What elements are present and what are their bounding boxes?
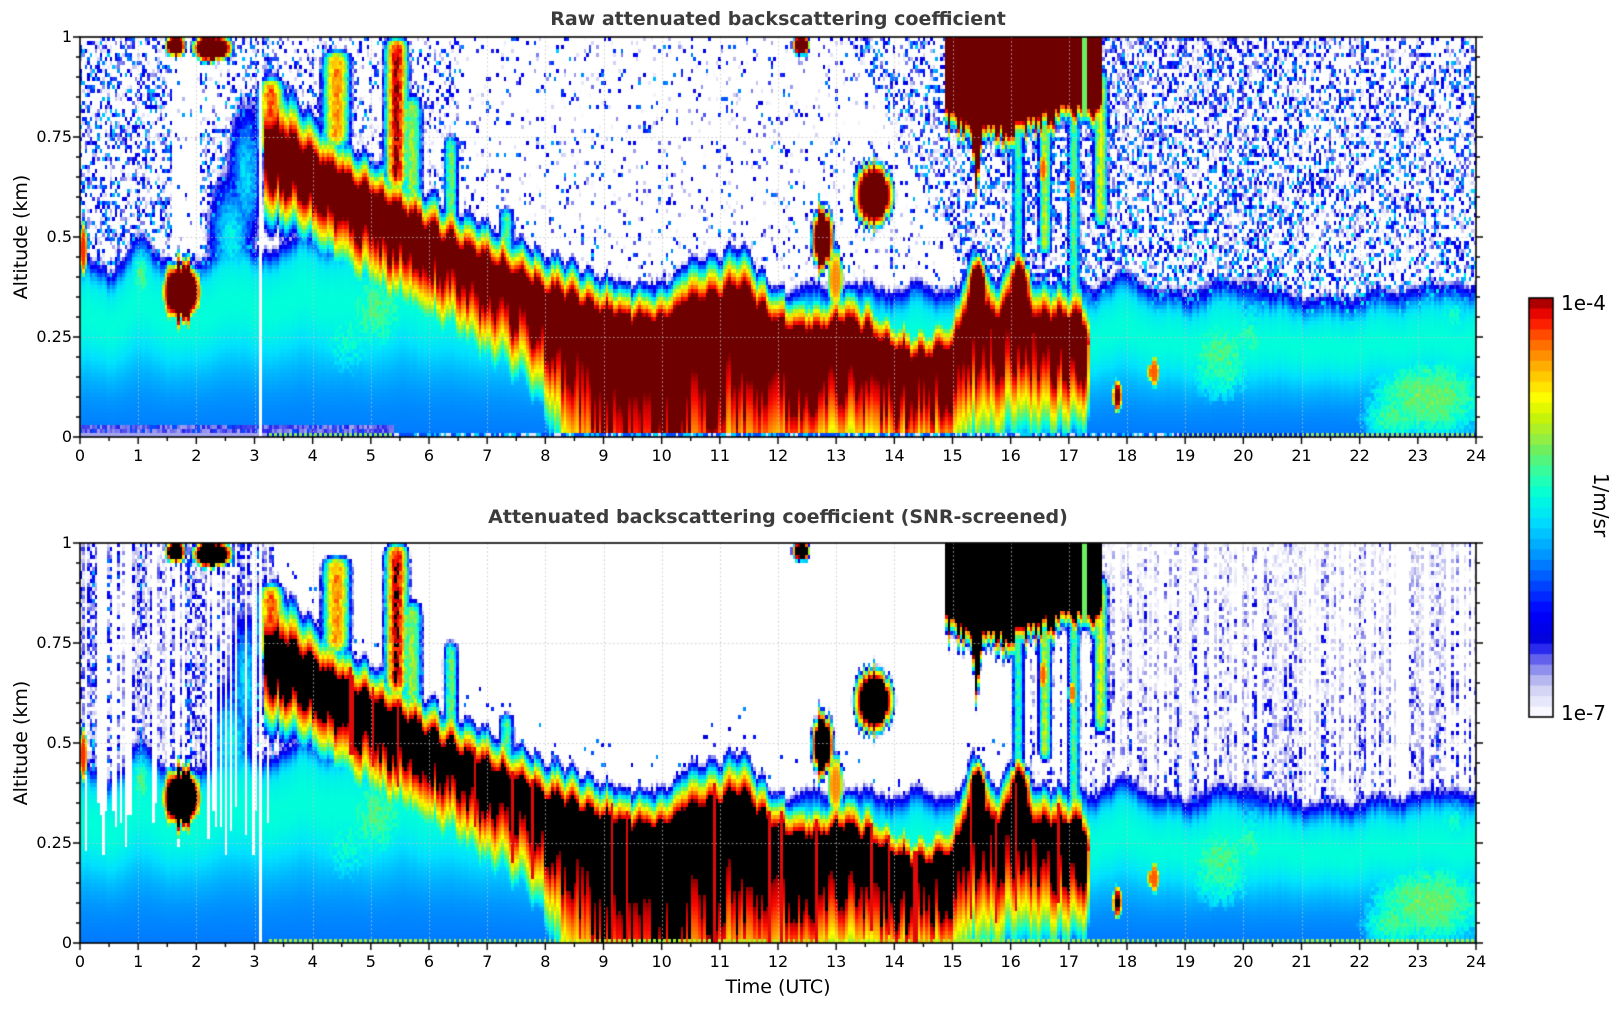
x-tick-label-0-7: 7: [482, 446, 493, 465]
colorbar-units-label: 1/m/sr: [1589, 472, 1613, 538]
x-tick-label-1-15: 15: [942, 952, 963, 971]
y-tick-label-1-0: 0: [61, 933, 72, 952]
x-tick-label-0-15: 15: [942, 446, 963, 465]
x-tick-label-1-1: 1: [133, 952, 144, 971]
x-tick-label-0-0: 0: [74, 446, 86, 465]
panel-title-screened: Attenuated backscattering coefficient (S…: [488, 506, 1068, 528]
x-tick-label-0-24: 24: [1465, 446, 1487, 465]
x-tick-label-1-19: 19: [1174, 952, 1196, 971]
x-tick-label-1-12: 12: [767, 952, 789, 971]
x-tick-label-1-8: 8: [540, 952, 551, 971]
x-tick-label-0-11: 11: [709, 446, 731, 465]
y-tick-label-1-1: 1: [61, 533, 72, 552]
y-tick-label-1-0.25: 0.25: [36, 833, 72, 852]
x-tick-label-1-24: 24: [1465, 952, 1487, 971]
x-tick-label-0-19: 19: [1174, 446, 1196, 465]
x-tick-label-1-21: 21: [1291, 952, 1312, 971]
x-tick-label-1-14: 14: [884, 952, 905, 971]
x-tick-label-0-22: 22: [1349, 446, 1370, 465]
x-tick-label-0-10: 10: [651, 446, 672, 465]
x-tick-label-0-13: 13: [825, 446, 847, 465]
x-tick-label-0-21: 21: [1291, 446, 1312, 465]
x-tick-label-0-3: 3: [249, 446, 260, 465]
x-tick-label-1-23: 23: [1407, 952, 1429, 971]
x-tick-label-0-9: 9: [598, 446, 609, 465]
x-tick-label-0-8: 8: [540, 446, 551, 465]
x-tick-label-0-18: 18: [1116, 446, 1138, 465]
y-tick-label-0-0.75: 0.75: [36, 127, 72, 146]
x-tick-label-0-20: 20: [1233, 446, 1254, 465]
x-tick-label-0-12: 12: [767, 446, 789, 465]
x-tick-label-0-1: 1: [133, 446, 144, 465]
y-tick-label-1-0.75: 0.75: [36, 633, 72, 652]
x-tick-label-1-9: 9: [598, 952, 609, 971]
y-tick-label-0-0.5: 0.5: [46, 227, 72, 246]
y-tick-label-1-0.5: 0.5: [46, 733, 72, 752]
x-tick-label-1-13: 13: [825, 952, 847, 971]
y-tick-label-0-0: 0: [61, 427, 72, 446]
y-tick-label-0-0.25: 0.25: [36, 327, 72, 346]
colorbar-min-label: 1e-7: [1561, 701, 1606, 725]
x-tick-label-0-4: 4: [307, 446, 318, 465]
x-tick-label-1-18: 18: [1116, 952, 1138, 971]
x-axis-label: Time (UTC): [725, 976, 831, 998]
x-tick-label-1-5: 5: [365, 952, 376, 971]
x-tick-label-0-6: 6: [423, 446, 435, 465]
x-tick-label-1-10: 10: [651, 952, 672, 971]
x-tick-label-0-5: 5: [365, 446, 376, 465]
x-tick-label-1-16: 16: [1000, 952, 1021, 971]
x-tick-label-1-3: 3: [249, 952, 260, 971]
colorbar-max-label: 1e-4: [1561, 291, 1606, 315]
x-tick-label-0-14: 14: [884, 446, 905, 465]
y-tick-label-0-1: 1: [61, 27, 72, 46]
panel-title-raw: Raw attenuated backscattering coefficien…: [550, 8, 1006, 30]
x-tick-label-1-7: 7: [482, 952, 493, 971]
x-tick-label-1-17: 17: [1058, 952, 1080, 971]
x-tick-label-0-16: 16: [1000, 446, 1021, 465]
x-tick-label-1-0: 0: [74, 952, 86, 971]
x-tick-label-1-2: 2: [191, 952, 202, 971]
x-tick-label-0-17: 17: [1058, 446, 1080, 465]
x-tick-label-1-6: 6: [423, 952, 435, 971]
x-tick-label-1-11: 11: [709, 952, 731, 971]
x-tick-label-0-23: 23: [1407, 446, 1429, 465]
x-tick-label-1-20: 20: [1233, 952, 1254, 971]
x-tick-label-1-4: 4: [307, 952, 318, 971]
x-tick-label-0-2: 2: [191, 446, 202, 465]
x-tick-label-1-22: 22: [1349, 952, 1370, 971]
